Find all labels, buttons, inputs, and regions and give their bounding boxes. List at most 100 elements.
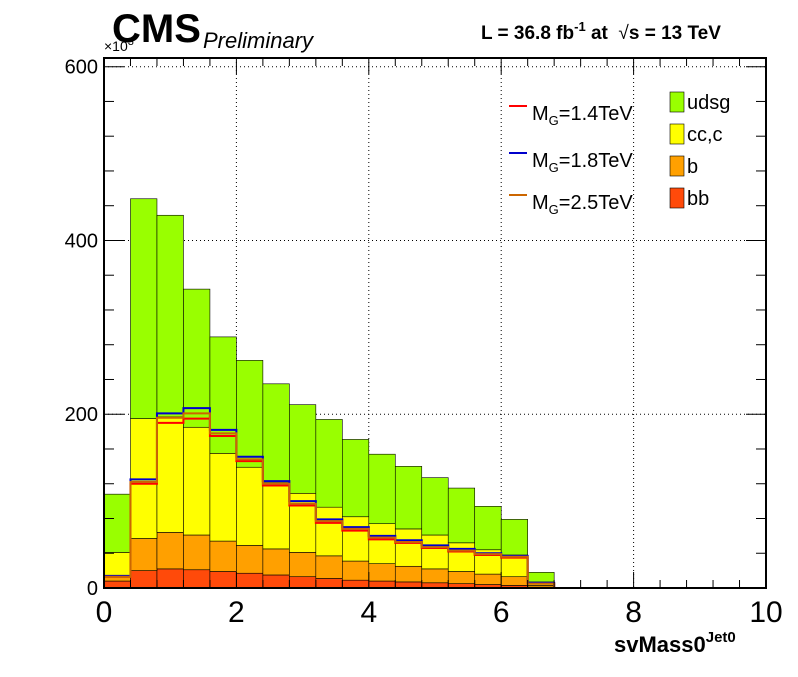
x-axis-title-sup: Jet0: [706, 629, 736, 646]
bar: [156, 416, 184, 533]
bar: [103, 580, 131, 589]
bar: [262, 574, 290, 589]
legend-fill-swatch: [669, 123, 685, 145]
legend-fill-swatch: [669, 155, 685, 177]
energy-label: s = 13 TeV: [629, 23, 721, 44]
x-tick-label: 8: [625, 596, 642, 629]
bar: [262, 548, 290, 576]
bar: [474, 506, 502, 551]
bar: [103, 552, 131, 578]
bar: [342, 439, 370, 518]
bar: [500, 576, 528, 586]
x-tick-labels: 0 2 4 6 8 10: [96, 596, 783, 629]
bar: [394, 466, 423, 530]
lumi-prefix: L = 36.8 fb: [481, 23, 574, 44]
stacked-histogram: [103, 198, 555, 589]
legend-fill-swatch: [669, 91, 685, 113]
x-axis-title-main: svMass0: [614, 632, 706, 657]
bar: [368, 523, 396, 564]
sqrt-symbol: √: [618, 23, 629, 44]
cms-label: CMS: [112, 7, 201, 51]
bar: [421, 568, 449, 584]
bar: [315, 555, 343, 579]
bar: [236, 572, 264, 589]
bar: [262, 481, 290, 550]
x-axis-title: svMass0Jet0: [614, 629, 736, 657]
lumi-mid: at: [586, 23, 619, 44]
axis-ticks: [103, 58, 767, 589]
bar: [209, 540, 237, 572]
bar: [474, 573, 502, 585]
bar: [447, 487, 476, 544]
bar: [236, 545, 264, 574]
y-tick-labels: 0 200 400 600: [65, 57, 98, 600]
bar: [289, 552, 317, 578]
bar: [527, 572, 555, 583]
bar: [103, 493, 131, 553]
bar: [209, 571, 237, 589]
y-multiplier-base: ×10: [104, 38, 128, 54]
bar: [447, 542, 476, 572]
bar: [421, 534, 449, 570]
bar: [342, 560, 370, 581]
bar: [289, 576, 317, 589]
y-tick-label: 200: [65, 404, 98, 426]
legend-fill-label: cc,c: [687, 124, 723, 146]
bar: [289, 404, 317, 494]
bar: [394, 528, 423, 567]
legend-line-label: MG=2.5TeV: [532, 192, 633, 217]
stack-series-b: [103, 532, 555, 588]
bar: [156, 214, 184, 418]
y-tick-label: 0: [87, 578, 98, 600]
bar: [368, 580, 396, 589]
lumi-label: L = 36.8 fb-1 at √s = 13 TeV: [481, 19, 721, 44]
legend-fill-label: udsg: [687, 92, 730, 114]
bar: [447, 571, 476, 584]
bar: [262, 383, 290, 483]
bar: [421, 477, 449, 536]
bar: [130, 198, 158, 419]
bar: [236, 466, 264, 546]
legend-fill-swatch: [669, 187, 685, 209]
lumi-exponent: -1: [574, 19, 586, 34]
bar: [394, 565, 423, 583]
bar: [368, 453, 396, 525]
x-tick-label: 4: [360, 596, 377, 629]
bar: [315, 578, 343, 589]
bar: [315, 506, 343, 557]
y-tick-label: 600: [65, 57, 98, 79]
bar: [368, 563, 396, 582]
bar: [342, 516, 370, 562]
bar: [183, 569, 211, 589]
bar: [156, 532, 184, 570]
bar: [209, 453, 237, 542]
bar: [342, 579, 370, 589]
y-multiplier-exp: 3: [128, 36, 134, 48]
y-tick-label: 400: [65, 230, 98, 252]
bar: [156, 568, 184, 589]
bar: [315, 419, 343, 508]
x-tick-label: 6: [493, 596, 510, 629]
bar: [183, 534, 211, 571]
preliminary-label: Preliminary: [203, 28, 315, 53]
bar: [130, 570, 158, 589]
stack-series-bb: [103, 568, 555, 589]
legend-fill-label: b: [687, 156, 698, 178]
stack-series-udsg: [103, 198, 555, 583]
x-tick-label: 2: [228, 596, 245, 629]
stack-series-ccc: [103, 416, 555, 586]
x-tick-label: 0: [96, 596, 113, 629]
grid: [104, 58, 766, 588]
x-tick-label: 10: [749, 596, 782, 629]
legend-line-label: MG=1.4TeV: [532, 103, 633, 128]
bar: [289, 492, 317, 553]
bar: [130, 538, 158, 571]
bar: [500, 519, 528, 556]
legend-fill-label: bb: [687, 188, 709, 210]
y-multiplier: ×103: [104, 36, 134, 54]
plot-frame: [103, 57, 767, 589]
bar: [236, 360, 264, 468]
